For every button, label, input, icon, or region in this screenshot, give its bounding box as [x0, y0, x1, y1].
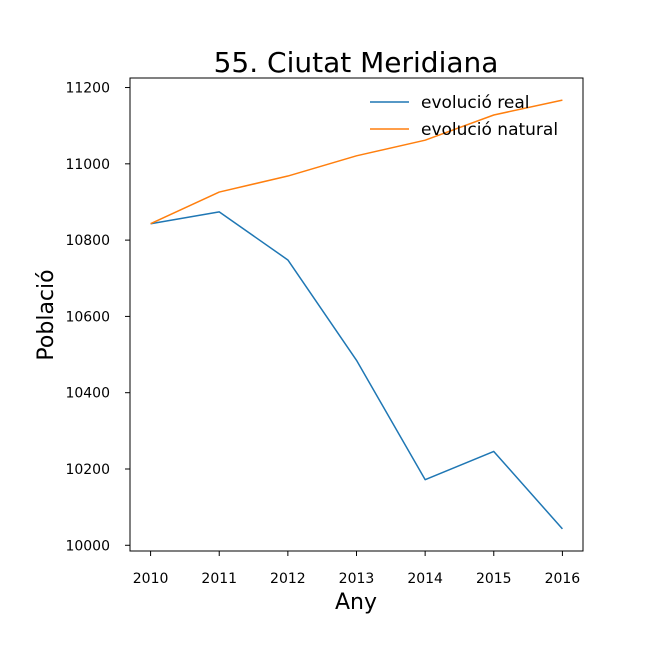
x-tick-label: 2013	[339, 571, 375, 587]
y-axis-label: Població	[34, 269, 59, 360]
y-tick-label: 10600	[65, 309, 110, 325]
x-tick-label: 2016	[545, 571, 581, 587]
y-tick-label: 10200	[65, 462, 110, 478]
y-tick-label: 10400	[65, 386, 110, 402]
x-tick-label: 2010	[133, 571, 169, 587]
y-tick-label: 10000	[65, 538, 110, 554]
y-tick-label: 10800	[65, 233, 110, 249]
chart-title: 55. Ciutat Meridiana	[214, 46, 499, 79]
x-tick-label: 2012	[270, 571, 306, 587]
x-tick-label: 2015	[476, 571, 512, 587]
x-tick-label: 2011	[201, 571, 237, 587]
y-tick-label: 11200	[65, 81, 110, 97]
legend-label: evolució natural	[421, 120, 558, 140]
x-axis-label: Any	[335, 590, 377, 615]
legend-label: evolució real	[421, 93, 530, 113]
y-tick-label: 11000	[65, 157, 110, 173]
x-tick-label: 2014	[407, 571, 443, 587]
